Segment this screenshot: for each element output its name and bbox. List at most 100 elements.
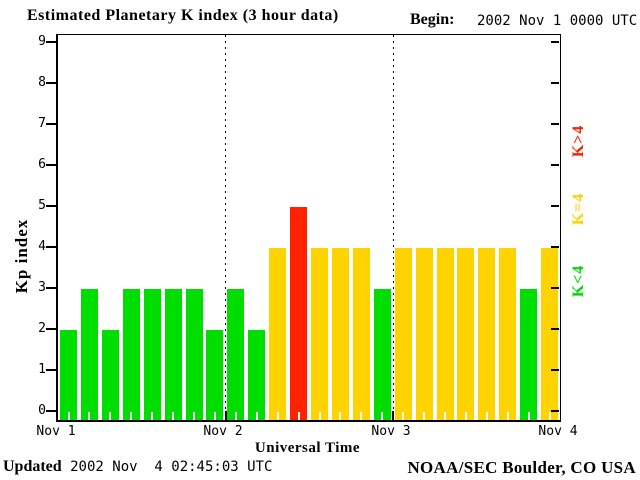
hour-tick xyxy=(88,412,91,420)
y-tick-label: 2 xyxy=(38,321,46,336)
hour-tick xyxy=(67,412,70,420)
hour-tick xyxy=(548,412,551,420)
hour-tick xyxy=(213,412,216,420)
hour-tick xyxy=(485,412,488,420)
y-tick xyxy=(551,410,559,412)
hour-tick xyxy=(527,412,530,420)
x-day-label: Nov 4 xyxy=(538,424,578,439)
hour-tick xyxy=(276,412,279,420)
y-axis-title: Kp index xyxy=(12,218,31,294)
hour-tick xyxy=(381,412,384,420)
kp-bar xyxy=(164,289,182,420)
y-tick-label: 7 xyxy=(38,116,46,131)
kp-bar xyxy=(373,289,391,420)
kp-bar xyxy=(227,289,245,420)
credit-text: NOAA/SEC Boulder, CO USA xyxy=(407,458,636,477)
kp-bar xyxy=(101,330,119,420)
x-day-label: Nov 2 xyxy=(203,424,243,439)
kp-bar xyxy=(122,289,140,420)
hour-tick xyxy=(130,412,133,420)
begin-timestamp: 2002 Nov 1 0000 UTC xyxy=(477,13,638,29)
x-day-label: Nov 3 xyxy=(371,424,411,439)
hour-tick xyxy=(318,412,321,420)
kp-bar xyxy=(290,207,308,420)
day-divider-line xyxy=(225,35,227,420)
hour-tick xyxy=(255,412,258,420)
kp-bar xyxy=(499,248,517,420)
hour-tick xyxy=(234,412,237,420)
kp-bar xyxy=(80,289,98,420)
legend-item: K>4 xyxy=(570,124,587,158)
hour-tick xyxy=(423,412,426,420)
y-tick-label: 8 xyxy=(38,75,46,90)
y-tick xyxy=(46,164,56,166)
hour-tick xyxy=(172,412,175,420)
updated-timestamp: Updated 2002 Nov 4 02:45:03 UTC xyxy=(3,458,272,476)
y-tick xyxy=(551,123,559,125)
hour-tick xyxy=(109,412,112,420)
hour-tick xyxy=(506,412,509,420)
y-tick-label: 0 xyxy=(38,403,46,418)
hour-tick xyxy=(444,412,446,420)
y-tick xyxy=(46,82,56,84)
hour-tick xyxy=(193,412,195,420)
updated-label: Updated xyxy=(3,458,62,475)
hour-tick xyxy=(339,412,342,420)
kp-bar xyxy=(457,248,475,420)
kp-bar xyxy=(60,330,77,420)
begin-label: Begin: xyxy=(410,11,455,28)
y-tick xyxy=(46,287,56,289)
hour-tick xyxy=(360,412,363,420)
day-tick xyxy=(392,411,395,420)
updated-value: 2002 Nov 4 02:45:03 UTC xyxy=(61,459,273,475)
chart-title: Estimated Planetary K index (3 hour data… xyxy=(27,7,339,24)
x-day-label: Nov 1 xyxy=(36,424,76,439)
y-tick xyxy=(551,41,559,43)
y-tick xyxy=(551,205,559,207)
kp-bar xyxy=(478,248,496,420)
kp-bar xyxy=(269,248,287,420)
kp-bar xyxy=(143,289,161,420)
hour-tick xyxy=(402,412,405,420)
y-tick xyxy=(46,410,56,412)
kp-bar xyxy=(352,248,370,420)
y-tick-label: 4 xyxy=(38,239,46,254)
kp-bar xyxy=(248,330,266,420)
kp-bar xyxy=(436,248,454,420)
y-tick-label: 6 xyxy=(38,157,46,172)
y-tick-label: 5 xyxy=(38,198,46,213)
y-tick xyxy=(46,246,56,248)
y-tick xyxy=(551,164,559,166)
hour-tick xyxy=(464,412,467,420)
kp-bar xyxy=(311,248,328,420)
kp-bar xyxy=(331,248,349,420)
day-tick xyxy=(224,411,227,420)
y-tick xyxy=(551,287,559,289)
y-tick-label: 3 xyxy=(38,280,46,295)
y-tick xyxy=(46,328,56,330)
day-divider-line xyxy=(392,35,394,420)
kp-bar xyxy=(394,248,412,420)
plot-area xyxy=(56,34,561,422)
y-tick xyxy=(46,205,56,207)
legend-item: K<4 xyxy=(570,264,587,298)
hour-tick xyxy=(297,412,300,420)
hour-tick xyxy=(151,412,154,420)
y-tick xyxy=(46,41,56,43)
kp-bar xyxy=(541,248,559,420)
y-tick xyxy=(551,82,559,84)
legend-item: K=4 xyxy=(570,192,587,226)
y-tick-label: 1 xyxy=(38,362,46,377)
y-tick xyxy=(551,328,559,330)
y-tick xyxy=(551,369,559,371)
x-axis-title: Universal Time xyxy=(254,440,361,456)
kp-bar xyxy=(520,289,538,420)
kp-bar xyxy=(185,289,203,420)
y-tick xyxy=(46,123,56,125)
kp-bar xyxy=(206,330,224,420)
kp-bar xyxy=(415,248,433,420)
y-tick-label: 9 xyxy=(38,34,46,49)
y-tick xyxy=(46,369,56,371)
y-tick xyxy=(551,246,559,248)
